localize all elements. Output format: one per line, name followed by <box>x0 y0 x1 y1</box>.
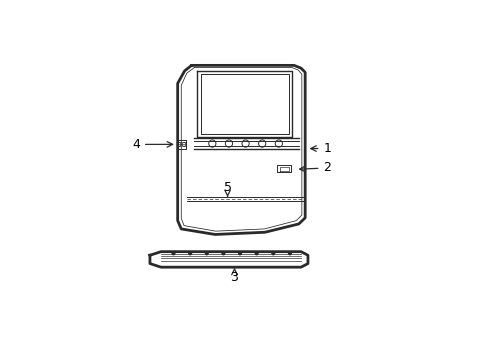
Circle shape <box>189 252 192 255</box>
Text: 4: 4 <box>132 138 172 151</box>
Text: 3: 3 <box>231 268 239 284</box>
Circle shape <box>272 252 275 255</box>
Text: 1: 1 <box>311 142 331 155</box>
Circle shape <box>172 252 175 255</box>
Text: 5: 5 <box>223 181 232 197</box>
Circle shape <box>239 252 242 255</box>
Circle shape <box>222 252 225 255</box>
Circle shape <box>255 252 258 255</box>
Text: 2: 2 <box>300 161 331 175</box>
Circle shape <box>205 252 208 255</box>
Circle shape <box>289 252 292 255</box>
